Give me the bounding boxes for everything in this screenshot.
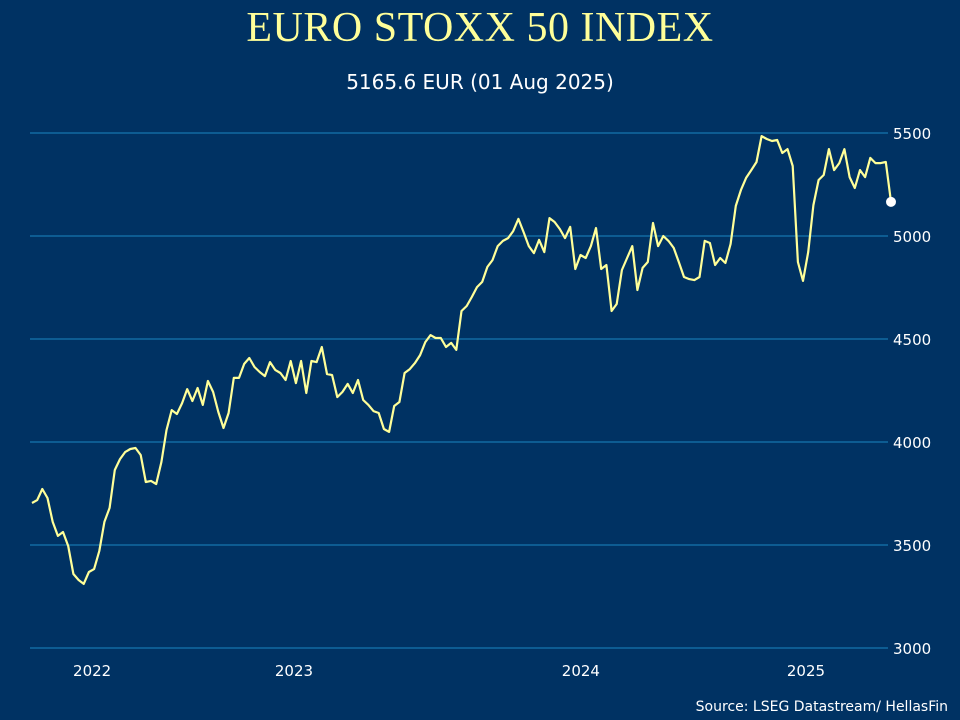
y-tick-label: 5500: [893, 125, 931, 143]
y-tick-label: 5000: [893, 228, 931, 246]
chart-subtitle: 5165.6 EUR (01 Aug 2025): [346, 70, 614, 94]
source-note: Source: LSEG Datastream/ HellasFin: [695, 699, 948, 715]
x-tick-label: 2024: [562, 662, 600, 680]
y-tick-label: 4000: [893, 434, 931, 452]
series-line: [31, 135, 893, 586]
chart-title: EURO STOXX 50 INDEX: [246, 5, 714, 51]
y-tick-label: 3500: [893, 537, 931, 555]
x-tick-label: 2022: [73, 662, 111, 680]
x-tick-label: 2025: [787, 662, 825, 680]
last-point-marker: [886, 196, 896, 207]
y-tick-label: 4500: [893, 331, 931, 349]
x-tick-label: 2023: [275, 662, 313, 680]
y-tick-label: 3000: [893, 640, 931, 658]
